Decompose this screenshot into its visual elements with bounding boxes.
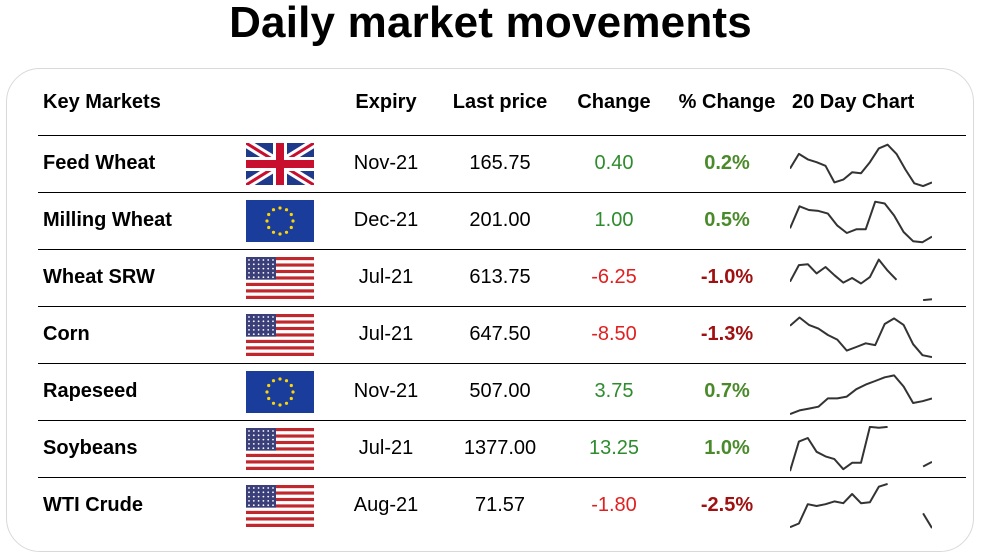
pct-change-cell: -1.3% bbox=[700, 323, 754, 345]
row-divider bbox=[38, 306, 966, 307]
header-divider bbox=[38, 135, 966, 136]
sparkline-chart bbox=[789, 482, 933, 529]
market-name: Feed Wheat bbox=[43, 152, 156, 174]
market-name: Milling Wheat bbox=[43, 209, 172, 231]
header-last-price: Last price bbox=[452, 91, 548, 113]
change-cell: -1.80 bbox=[591, 494, 637, 516]
change-cell: 1.00 bbox=[594, 209, 634, 231]
table-row: WTI Crude Aug-21 71.57 -1.80 -2.5% bbox=[0, 477, 981, 534]
last-price-cell: 613.75 bbox=[469, 266, 531, 288]
expiry-cell: Nov-21 bbox=[353, 380, 419, 402]
expiry-cell: Jul-21 bbox=[358, 323, 414, 345]
last-price-cell: 201.00 bbox=[469, 209, 531, 231]
us-flag-icon bbox=[246, 314, 314, 357]
pct-change-cell: 0.2% bbox=[704, 152, 750, 174]
pct-change-cell: 0.7% bbox=[704, 380, 750, 402]
table-row: Corn Jul-21 647.50 -8.50 -1.3% bbox=[0, 306, 981, 363]
pct-change-cell: -2.5% bbox=[700, 494, 754, 516]
market-name: Wheat SRW bbox=[43, 266, 155, 288]
market-name: Corn bbox=[43, 323, 90, 345]
eu-flag-icon bbox=[246, 371, 314, 413]
sparkline-chart bbox=[789, 425, 933, 472]
header-key-markets: Key Markets bbox=[43, 91, 161, 113]
pct-change-cell: -1.0% bbox=[700, 266, 754, 288]
uk-flag-icon bbox=[246, 143, 314, 185]
row-divider bbox=[38, 363, 966, 364]
header-20-day-chart: 20 Day Chart bbox=[792, 91, 915, 113]
sparkline-chart bbox=[789, 369, 933, 416]
change-cell: 3.75 bbox=[594, 380, 634, 402]
sparkline-chart bbox=[789, 255, 933, 302]
expiry-cell: Aug-21 bbox=[353, 494, 419, 516]
table-row: Milling Wheat Dec-21 201.00 1.00 0.5% bbox=[0, 192, 981, 249]
sparkline-chart bbox=[789, 141, 933, 188]
last-price-cell: 507.00 bbox=[469, 380, 531, 402]
expiry-cell: Jul-21 bbox=[358, 437, 414, 459]
eu-flag-icon bbox=[246, 200, 314, 242]
table-row: Feed Wheat Nov-21 165.75 0.40 0.2% bbox=[0, 135, 981, 192]
change-cell: 13.25 bbox=[588, 437, 640, 459]
us-flag-icon bbox=[246, 257, 314, 300]
sparkline-chart bbox=[789, 312, 933, 359]
market-table-panel bbox=[6, 68, 974, 552]
us-flag-icon bbox=[246, 485, 314, 528]
expiry-cell: Dec-21 bbox=[353, 209, 419, 231]
change-cell: -8.50 bbox=[591, 323, 637, 345]
sparkline-chart bbox=[789, 198, 933, 244]
header-expiry: Expiry bbox=[355, 91, 417, 113]
us-flag-icon bbox=[246, 428, 314, 471]
last-price-cell: 165.75 bbox=[469, 152, 531, 174]
market-name: Rapeseed bbox=[43, 380, 138, 402]
change-cell: 0.40 bbox=[594, 152, 634, 174]
header-change: Change bbox=[577, 91, 651, 113]
pct-change-cell: 0.5% bbox=[704, 209, 750, 231]
row-divider bbox=[38, 477, 966, 478]
market-name: Soybeans bbox=[43, 437, 138, 459]
last-price-cell: 71.57 bbox=[474, 494, 526, 516]
market-name: WTI Crude bbox=[43, 494, 143, 516]
page-title: Daily market movements bbox=[229, 0, 752, 47]
change-cell: -6.25 bbox=[591, 266, 637, 288]
table-row: Wheat SRW Jul-21 613.75 -6.25 -1.0% bbox=[0, 249, 981, 306]
last-price-cell: 1377.00 bbox=[463, 437, 537, 459]
table-row: Soybeans Jul-21 1377.00 13.25 1.0% bbox=[0, 420, 981, 477]
expiry-cell: Jul-21 bbox=[358, 266, 414, 288]
last-price-cell: 647.50 bbox=[469, 323, 531, 345]
pct-change-cell: 1.0% bbox=[704, 437, 750, 459]
header-pct-change: % Change bbox=[678, 91, 776, 113]
row-divider bbox=[38, 420, 966, 421]
expiry-cell: Nov-21 bbox=[353, 152, 419, 174]
row-divider bbox=[38, 249, 966, 250]
table-row: Rapeseed Nov-21 507.00 3.75 0.7% bbox=[0, 363, 981, 420]
row-divider bbox=[38, 192, 966, 193]
